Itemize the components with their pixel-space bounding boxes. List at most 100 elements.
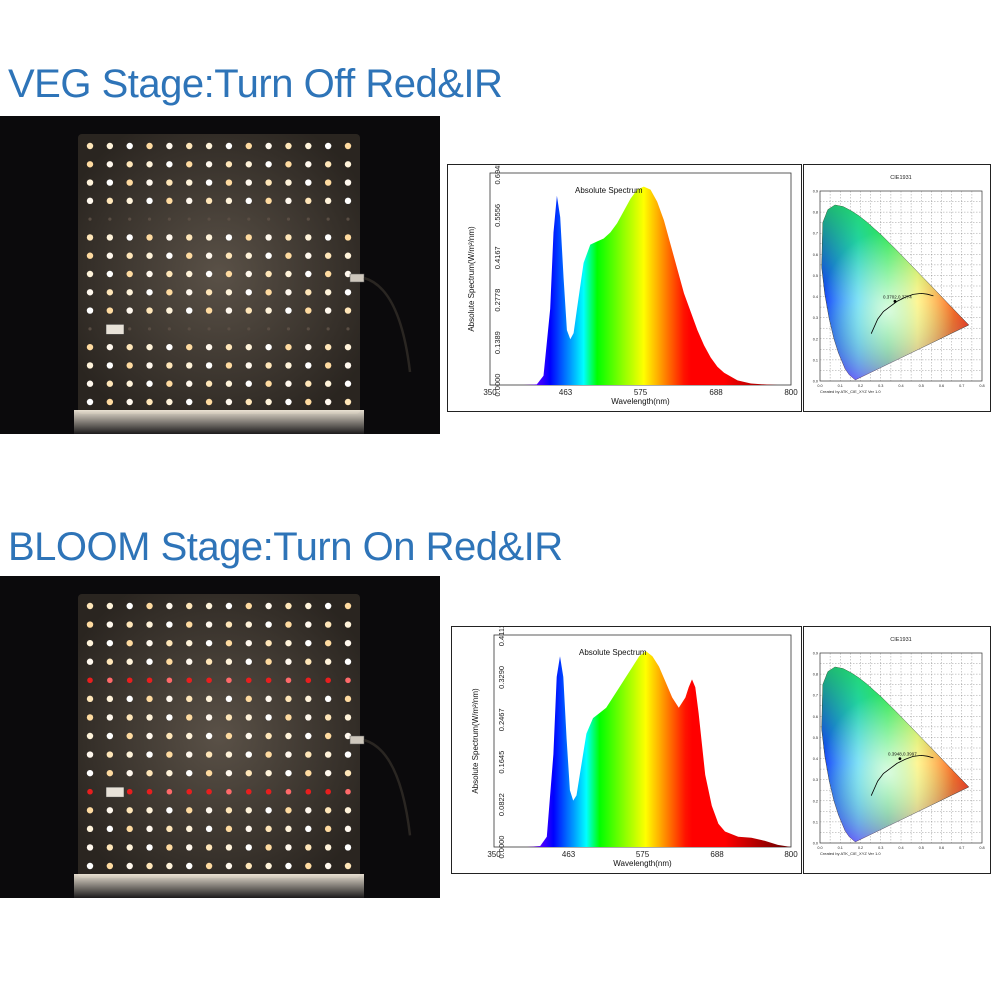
lamp-connector xyxy=(349,735,365,745)
led xyxy=(285,380,292,387)
led xyxy=(344,658,352,665)
led xyxy=(305,844,312,851)
led xyxy=(324,197,332,205)
led xyxy=(247,327,251,331)
cie-x-tick: 0.6 xyxy=(939,846,944,850)
led xyxy=(245,751,252,758)
led xyxy=(305,161,312,168)
lamp-label xyxy=(105,786,125,798)
led xyxy=(146,343,153,351)
led xyxy=(245,732,252,740)
led xyxy=(146,307,153,314)
led xyxy=(166,362,173,369)
led xyxy=(245,844,252,851)
led xyxy=(166,252,173,259)
led xyxy=(225,197,233,205)
led xyxy=(225,807,233,814)
led xyxy=(267,217,271,221)
y-tick-label: 0.4167 xyxy=(493,246,502,269)
cie-y-tick: 0.5 xyxy=(813,736,818,740)
led xyxy=(245,769,252,777)
led xyxy=(86,621,94,628)
led xyxy=(344,252,352,259)
led xyxy=(265,732,272,740)
led xyxy=(205,769,213,777)
led xyxy=(265,807,272,814)
led xyxy=(285,307,292,314)
led xyxy=(126,362,133,369)
cie-y-tick: 0.9 xyxy=(813,652,818,656)
cie-svg: CIE1931 0.3702,0.3774 0.0 0.1 0.2 0.3 0.4 0.5 0.… xyxy=(813,175,985,394)
led xyxy=(324,602,332,610)
led xyxy=(186,677,193,684)
led xyxy=(146,788,153,795)
led xyxy=(146,844,153,851)
cie-x-tick: 0.4 xyxy=(898,846,903,850)
lamp-cable xyxy=(363,276,412,373)
led xyxy=(324,751,332,758)
led xyxy=(166,695,173,703)
y-tick-label: 0.1389 xyxy=(493,331,502,354)
x-tick-label: 575 xyxy=(636,850,650,859)
led xyxy=(126,398,133,406)
cie-x-tick: 0.7 xyxy=(959,846,964,850)
led xyxy=(305,769,312,777)
led xyxy=(146,751,153,758)
led xyxy=(225,825,233,833)
led xyxy=(306,217,310,221)
led xyxy=(87,677,93,684)
led xyxy=(225,362,233,369)
led xyxy=(86,362,94,369)
cie-x-tick: 0.0 xyxy=(817,384,822,388)
x-tick-label: 688 xyxy=(709,388,723,397)
led xyxy=(324,695,332,703)
led xyxy=(205,343,213,351)
led xyxy=(126,862,133,870)
led xyxy=(205,270,213,278)
led xyxy=(265,234,272,241)
led xyxy=(265,639,272,647)
cie-y-tick: 0.0 xyxy=(813,842,818,846)
y-tick-label: 0.0000 xyxy=(493,374,502,397)
led xyxy=(205,658,213,665)
y-tick-label: 0.6945 xyxy=(493,165,502,184)
cie-x-tick: 0.3 xyxy=(878,384,883,388)
led xyxy=(186,844,193,851)
y-tick-label: 0.1645 xyxy=(497,751,506,774)
led xyxy=(305,142,312,150)
led xyxy=(305,343,312,351)
led xyxy=(147,217,152,221)
y-tick-label: 0.5556 xyxy=(493,204,502,227)
led xyxy=(227,217,231,221)
led xyxy=(106,380,114,387)
led xyxy=(285,732,292,740)
led xyxy=(265,825,272,833)
led xyxy=(186,695,193,703)
led xyxy=(265,307,272,314)
led xyxy=(166,161,173,168)
led xyxy=(205,639,213,647)
led xyxy=(344,343,352,351)
led xyxy=(285,197,292,205)
led xyxy=(305,234,312,241)
led xyxy=(106,307,114,314)
led xyxy=(225,862,233,870)
led xyxy=(226,788,232,795)
bloom-stage-title: BLOOM Stage:Turn On Red&IR xyxy=(8,525,563,569)
cie-y-tick: 0.3 xyxy=(813,778,818,782)
led xyxy=(187,327,191,331)
led xyxy=(146,862,153,870)
led xyxy=(126,252,133,259)
led xyxy=(267,327,271,331)
led xyxy=(285,398,292,406)
led xyxy=(344,398,352,406)
led xyxy=(225,343,233,351)
led xyxy=(285,825,292,833)
led xyxy=(106,658,114,665)
spectrum-chart-bloom: Absolute Spectrum 350 463 575 688 800 Waveleng… xyxy=(451,624,802,874)
led xyxy=(207,327,211,331)
led xyxy=(344,714,352,721)
led xyxy=(265,252,272,259)
led xyxy=(108,217,112,221)
led xyxy=(285,161,292,168)
